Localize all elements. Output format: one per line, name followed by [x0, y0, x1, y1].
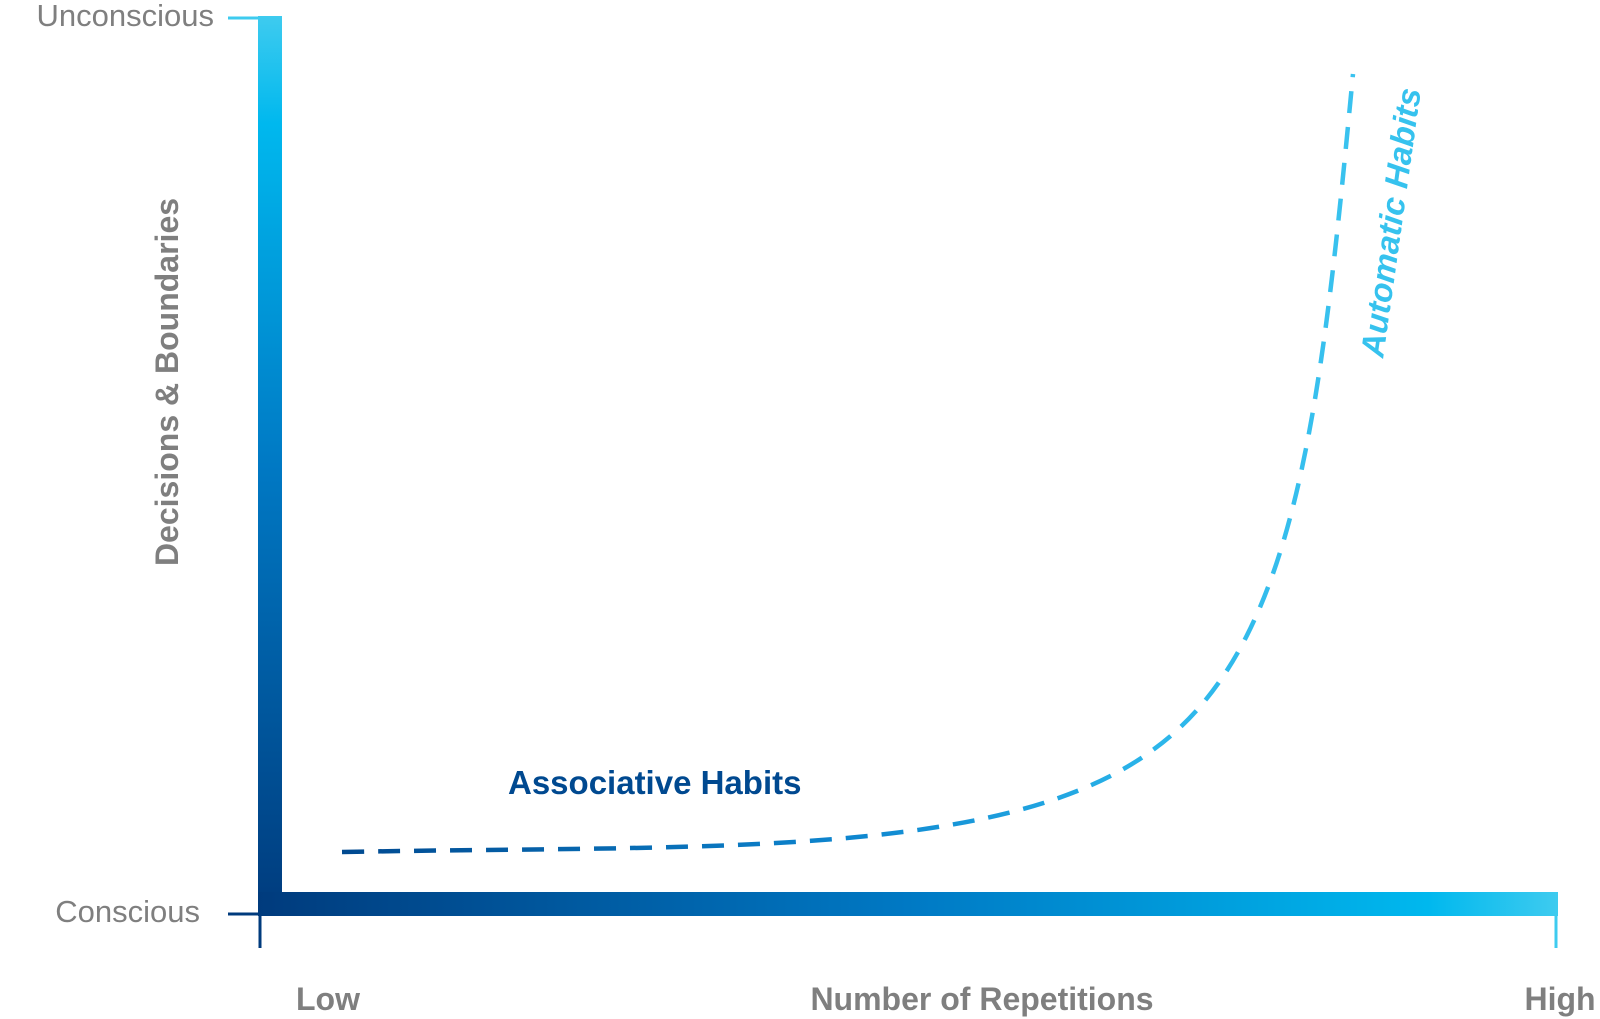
- x-axis-left-label: Low: [296, 981, 360, 1017]
- y-axis-bottom-label: Conscious: [55, 894, 200, 929]
- y-axis-title: Decisions & Boundaries: [149, 198, 185, 566]
- y-axis-top-label: Unconscious: [37, 0, 214, 33]
- automatic-habits-label: Automatic Habits: [1353, 85, 1428, 360]
- x-axis-bar: [258, 892, 1558, 916]
- x-axis-title: Number of Repetitions: [810, 981, 1153, 1017]
- x-axis-right-label: High: [1524, 981, 1595, 1017]
- y-axis-bar: [258, 16, 282, 914]
- associative-habits-label: Associative Habits: [508, 764, 801, 801]
- habit-curve: [341, 73, 1356, 855]
